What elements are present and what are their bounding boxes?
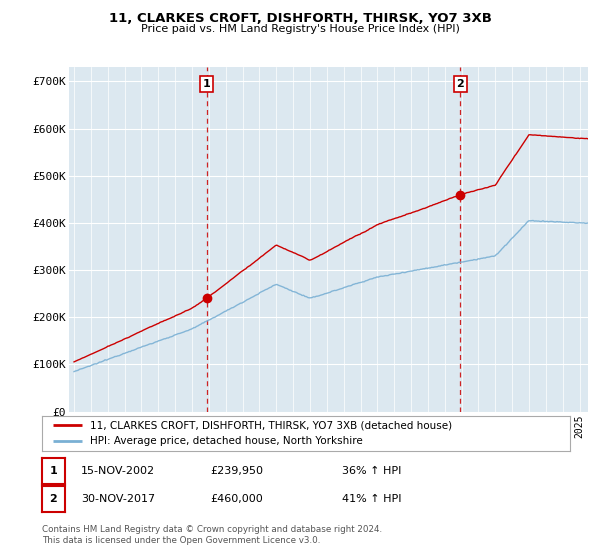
Text: 41% ↑ HPI: 41% ↑ HPI xyxy=(342,494,401,504)
Text: 15-NOV-2002: 15-NOV-2002 xyxy=(81,466,155,476)
Text: £460,000: £460,000 xyxy=(210,494,263,504)
Text: 30-NOV-2017: 30-NOV-2017 xyxy=(81,494,155,504)
Text: 2: 2 xyxy=(457,80,464,89)
Text: 36% ↑ HPI: 36% ↑ HPI xyxy=(342,466,401,476)
Text: Price paid vs. HM Land Registry's House Price Index (HPI): Price paid vs. HM Land Registry's House … xyxy=(140,24,460,34)
Text: £239,950: £239,950 xyxy=(210,466,263,476)
Text: 1: 1 xyxy=(203,80,211,89)
Text: 11, CLARKES CROFT, DISHFORTH, THIRSK, YO7 3XB (detached house): 11, CLARKES CROFT, DISHFORTH, THIRSK, YO… xyxy=(89,421,452,431)
Text: 1: 1 xyxy=(50,466,57,476)
Text: HPI: Average price, detached house, North Yorkshire: HPI: Average price, detached house, Nort… xyxy=(89,436,362,446)
Text: Contains HM Land Registry data © Crown copyright and database right 2024.
This d: Contains HM Land Registry data © Crown c… xyxy=(42,525,382,545)
Text: 11, CLARKES CROFT, DISHFORTH, THIRSK, YO7 3XB: 11, CLARKES CROFT, DISHFORTH, THIRSK, YO… xyxy=(109,12,491,25)
Text: 2: 2 xyxy=(50,494,57,504)
